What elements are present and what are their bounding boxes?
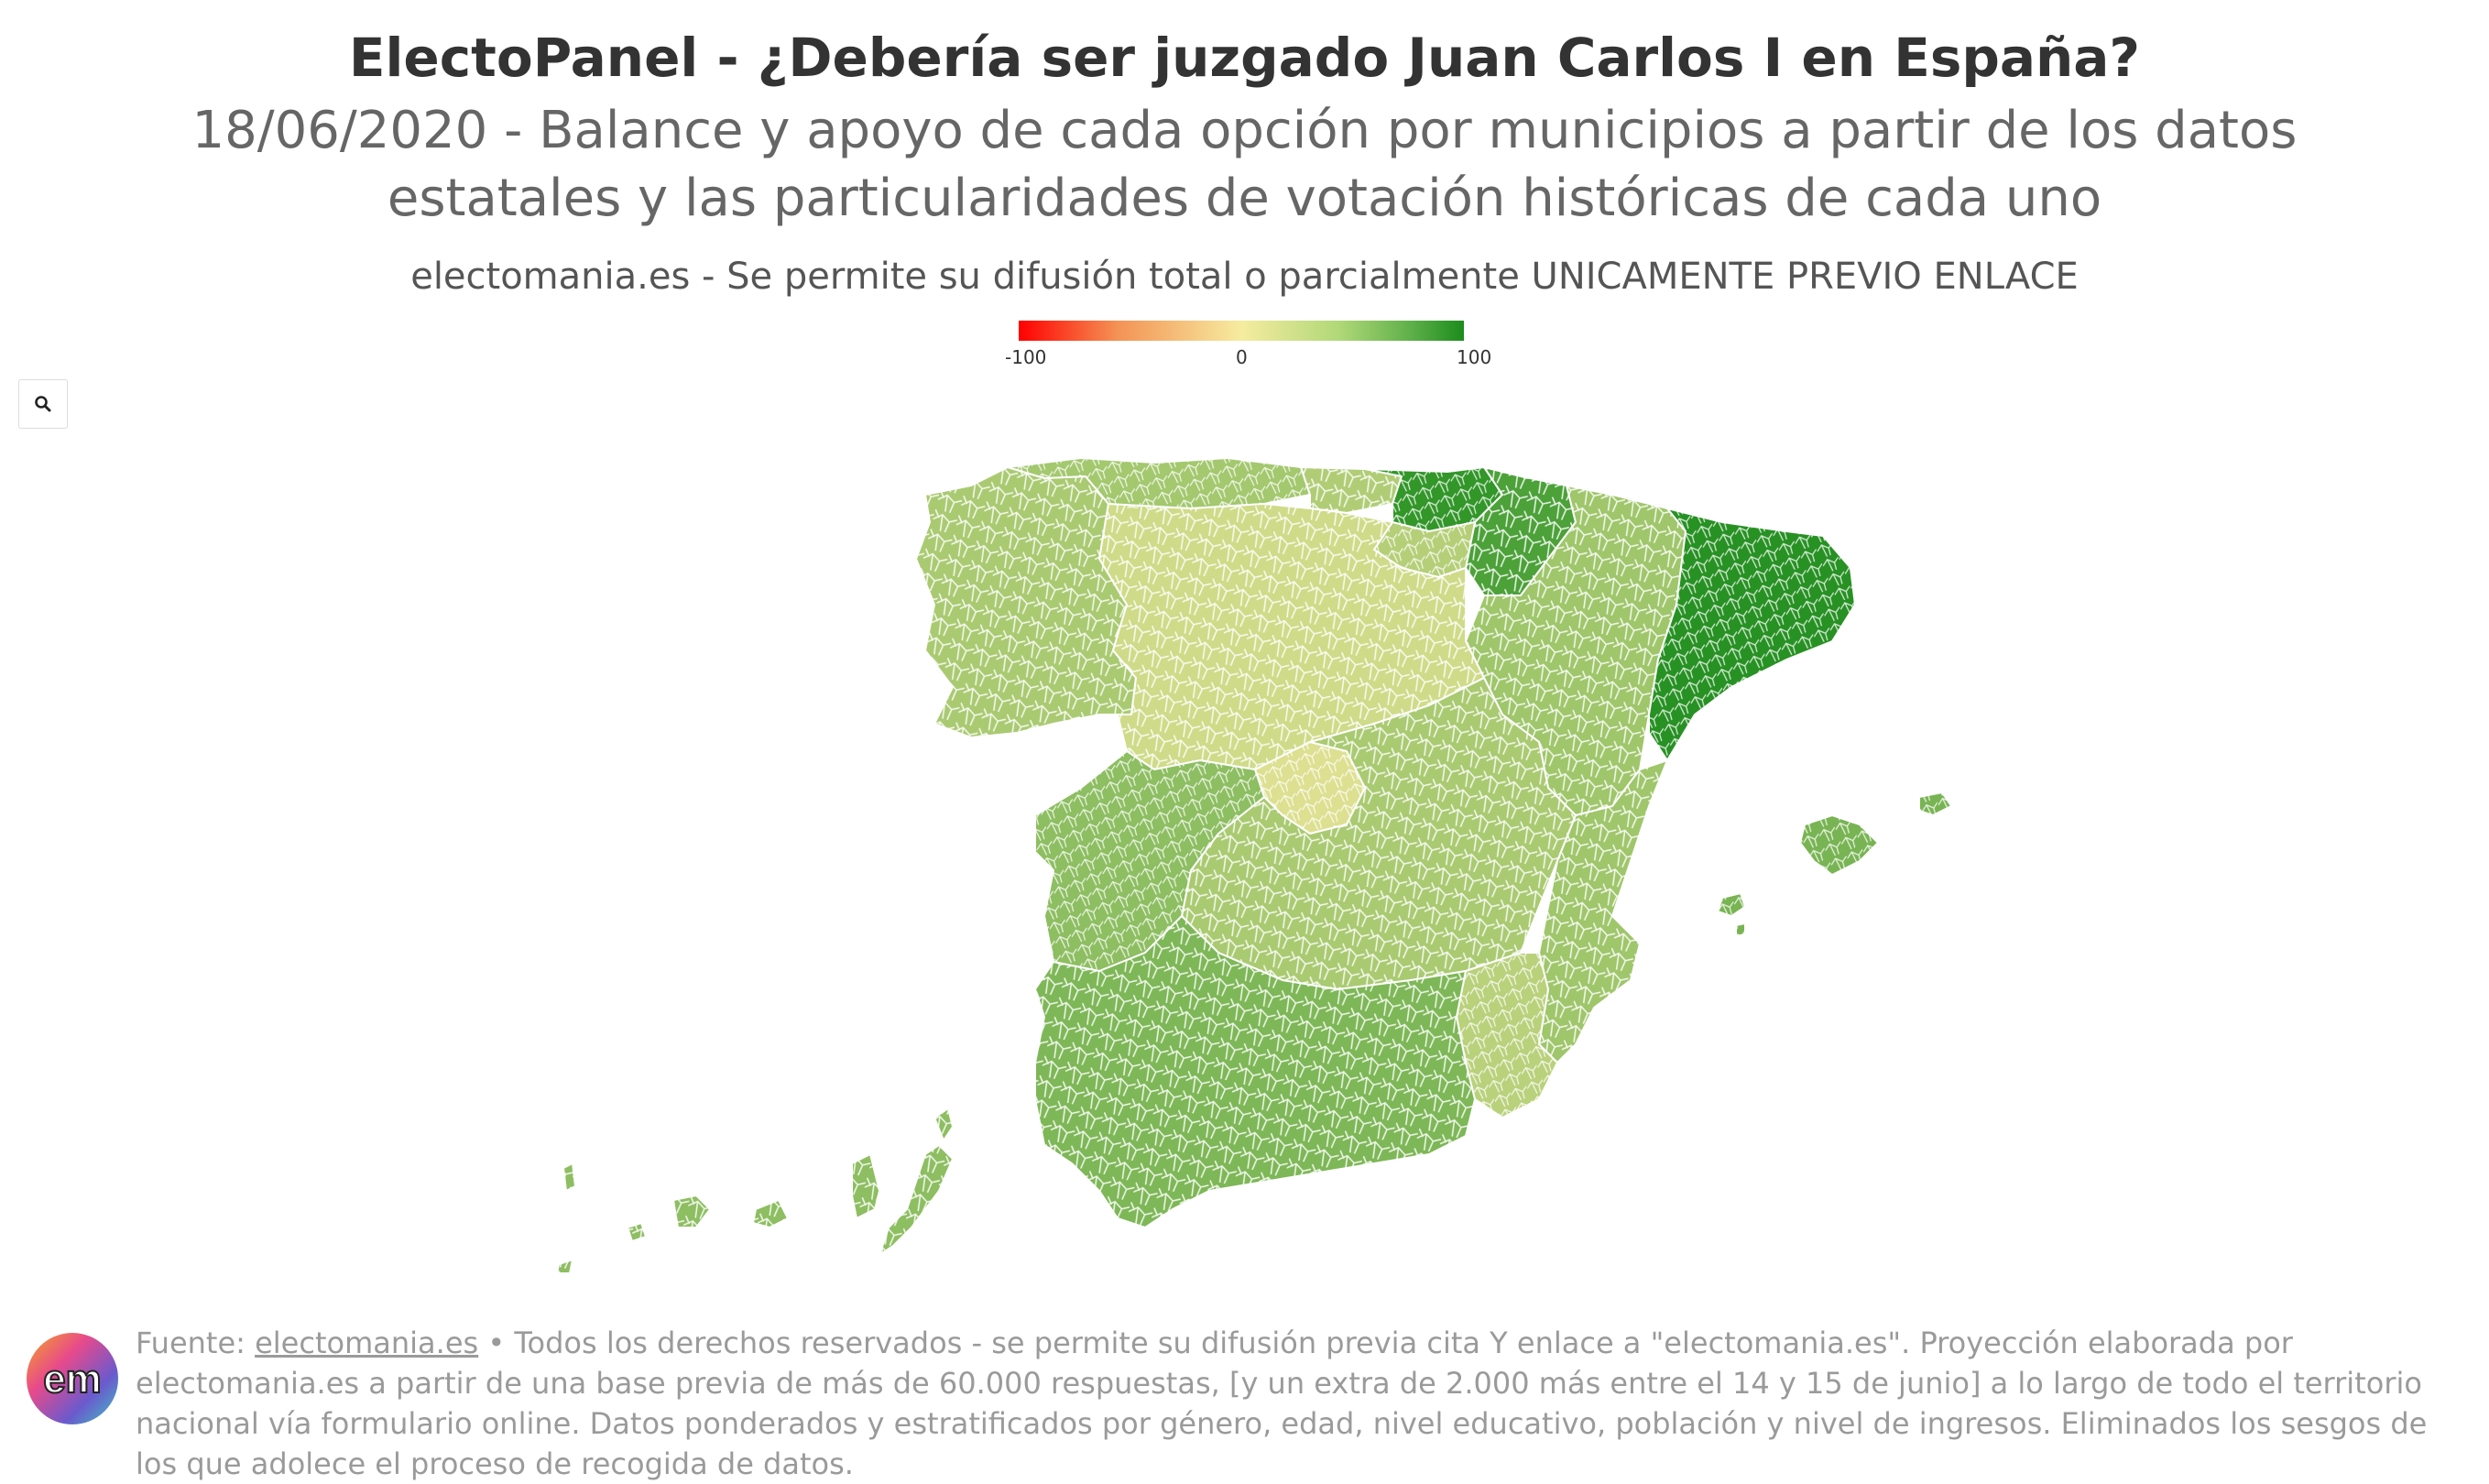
legend-labels: -100 0 100 [994, 341, 1492, 368]
spain-municipality-map[interactable]: GaliciaAsturiasCantabriaPaís VascoNavarr… [0, 421, 2489, 1319]
search-icon [35, 396, 51, 412]
credit-line: electomania.es - Se permite su difusión … [410, 256, 2079, 298]
color-legend: -100 0 100 [994, 321, 1492, 368]
footer: em Fuente: electomania.es • Todos los de… [24, 1323, 2461, 1481]
source-note: Fuente: electomania.es • Todos los derec… [136, 1323, 2462, 1484]
legend-min-label: -100 [1005, 346, 1047, 368]
electomania-logo[interactable]: em [24, 1330, 121, 1427]
page-subtitle: 18/06/2020 - Balance y apoyo de cada opc… [191, 101, 2298, 228]
source-label: Fuente: [136, 1326, 256, 1360]
legend-max-label: 100 [1457, 346, 1492, 368]
municipality-borders-canarias [557, 1108, 953, 1273]
chart-header: ElectoPanel - ¿Debería ser juzgado Juan … [0, 18, 2489, 302]
page-title: ElectoPanel - ¿Debería ser juzgado Juan … [348, 27, 2141, 89]
svg-text:em: em [43, 1357, 102, 1402]
region-galicia[interactable]: Galicia [914, 465, 1138, 739]
region-canarias[interactable]: Canarias [555, 1107, 955, 1274]
legend-mid-label: 0 [1236, 346, 1248, 368]
region-islas-baleares[interactable]: Islas Baleares [1716, 791, 1953, 938]
legend-gradient-bar [1019, 321, 1464, 341]
source-description: • Todos los derechos reservados - se per… [136, 1326, 2428, 1481]
source-link[interactable]: electomania.es [255, 1326, 479, 1360]
map-area: GaliciaAsturiasCantabriaPaís VascoNavarr… [0, 421, 2489, 1323]
zoom-button[interactable] [18, 379, 68, 429]
